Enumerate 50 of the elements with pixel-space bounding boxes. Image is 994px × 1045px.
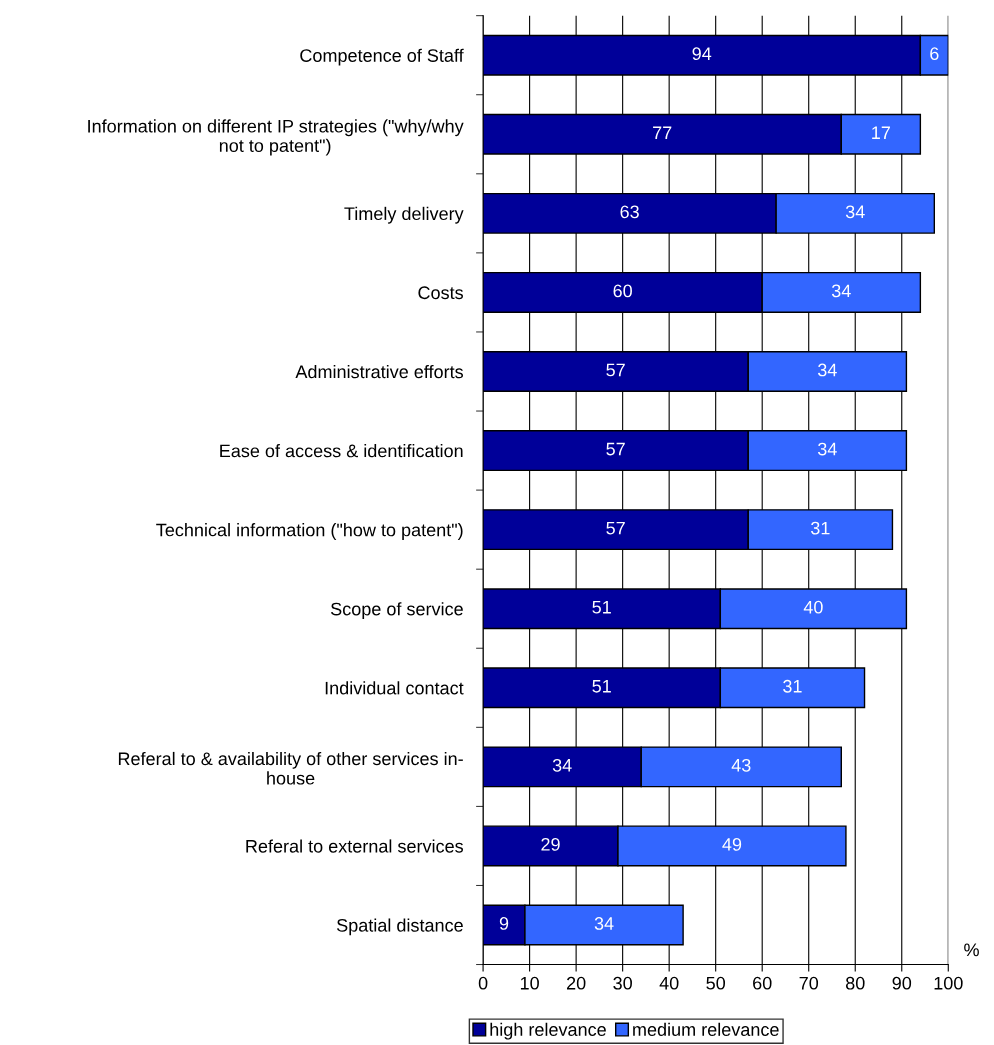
data-label: 31 bbox=[783, 679, 802, 693]
x-tick-label: 50 bbox=[706, 976, 726, 990]
x-tick-label: 20 bbox=[566, 976, 586, 990]
data-label: 51 bbox=[592, 600, 611, 614]
x-tick-label: 40 bbox=[659, 976, 679, 990]
y-tick-label: Spatial distance bbox=[336, 918, 463, 936]
legend-label: high relevance bbox=[490, 1022, 606, 1040]
data-label: 17 bbox=[872, 126, 890, 139]
y-tick-label: Referal to & availability of other services in- house bbox=[118, 751, 463, 785]
data-label: 49 bbox=[722, 837, 742, 851]
data-label: 34 bbox=[831, 284, 851, 298]
x-tick-label: 60 bbox=[753, 976, 772, 990]
data-label: 51 bbox=[592, 680, 611, 693]
data-label: 34 bbox=[817, 442, 837, 456]
x-axis-title: % bbox=[964, 943, 979, 957]
y-tick-label: Individual contact bbox=[325, 681, 464, 695]
data-label: 40 bbox=[803, 600, 823, 614]
x-tick-label: 30 bbox=[613, 976, 632, 990]
y-tick-label: Technical information ("how to patent") bbox=[156, 523, 463, 540]
data-label: 94 bbox=[692, 47, 712, 61]
data-label: 34 bbox=[817, 363, 837, 377]
y-tick-label: Costs bbox=[418, 286, 463, 300]
y-tick-label: Information on different IP strategies ("why/why not to patent") bbox=[88, 119, 464, 156]
data-label: 43 bbox=[731, 758, 751, 772]
y-tick-label: Timely delivery bbox=[344, 206, 464, 224]
data-label: 29 bbox=[541, 837, 560, 851]
data-label: 63 bbox=[620, 205, 639, 219]
y-tick-label: Competence of Staff bbox=[300, 48, 464, 66]
data-label: 31 bbox=[811, 521, 830, 535]
data-label: 57 bbox=[606, 521, 625, 535]
data-label: 34 bbox=[594, 917, 614, 930]
x-tick-label: 0 bbox=[478, 976, 488, 990]
x-tick-label: 90 bbox=[892, 976, 912, 990]
legend-label: medium relevance bbox=[633, 1022, 779, 1037]
data-label: 9 bbox=[499, 917, 509, 930]
y-tick-label: Scope of service bbox=[330, 602, 463, 619]
x-tick-label: 100 bbox=[934, 976, 963, 990]
data-label: 57 bbox=[606, 363, 625, 377]
y-tick-label: Administrative efforts bbox=[295, 364, 463, 379]
x-tick-label: 80 bbox=[845, 976, 865, 990]
y-tick-label: Referal to external services bbox=[246, 839, 463, 853]
x-tick-label: 70 bbox=[799, 976, 819, 990]
data-label: 6 bbox=[930, 47, 939, 61]
data-label: 34 bbox=[845, 205, 865, 219]
data-label: 34 bbox=[552, 758, 572, 772]
x-tick-label: 10 bbox=[520, 976, 539, 990]
data-label: 57 bbox=[606, 442, 625, 456]
data-label: 60 bbox=[613, 284, 632, 298]
data-label: 77 bbox=[653, 126, 672, 139]
y-tick-label: Ease of access & identification bbox=[220, 444, 463, 458]
